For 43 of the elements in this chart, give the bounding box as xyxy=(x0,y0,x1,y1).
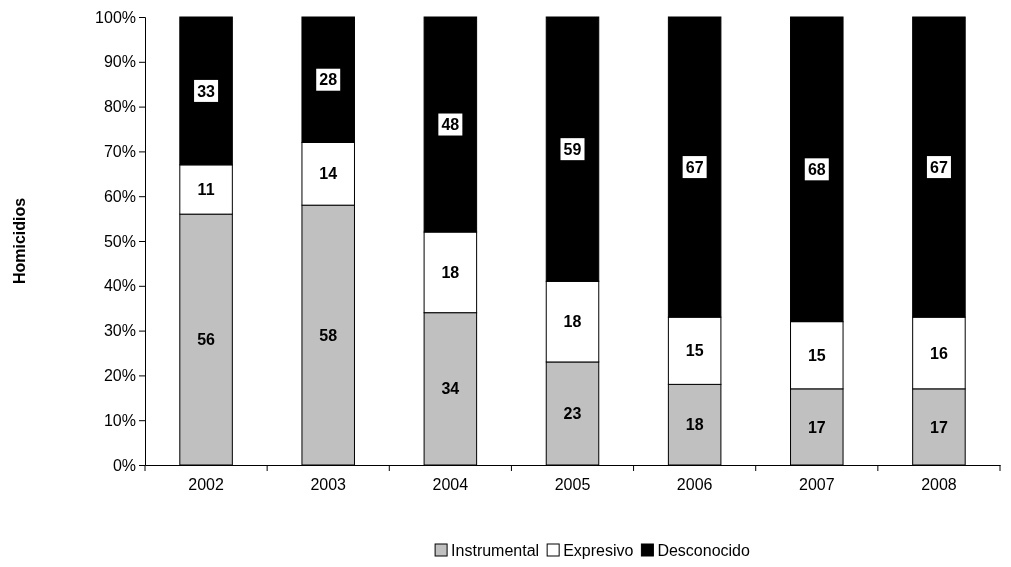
x-tick-label: 2008 xyxy=(921,476,957,494)
y-tick-label: 90% xyxy=(103,53,136,71)
data-label: 67 xyxy=(930,158,948,176)
data-label: 16 xyxy=(930,344,948,362)
data-label: 59 xyxy=(563,140,582,158)
data-label: 56 xyxy=(197,331,216,349)
y-tick-label: 10% xyxy=(103,411,136,429)
y-tick-label: 20% xyxy=(103,367,136,385)
y-tick-label: 60% xyxy=(103,187,136,205)
data-label: 15 xyxy=(807,346,826,364)
y-tick-label: 50% xyxy=(103,232,136,250)
data-label: 14 xyxy=(319,165,338,183)
data-label: 18 xyxy=(685,416,704,434)
y-tick-label: 70% xyxy=(103,143,136,161)
x-tick-label: 2005 xyxy=(554,476,591,494)
y-axis-title: Homicidios xyxy=(11,197,28,285)
data-label: 18 xyxy=(441,263,460,281)
data-label: 15 xyxy=(685,342,704,360)
legend-label: Desconocido xyxy=(657,541,750,559)
data-label: 58 xyxy=(319,326,338,344)
data-label: 17 xyxy=(807,418,826,436)
x-tick-label: 2003 xyxy=(310,476,347,494)
data-label: 68 xyxy=(807,160,826,178)
data-label: 23 xyxy=(563,405,582,423)
data-label: 18 xyxy=(563,313,582,331)
data-label: 34 xyxy=(441,380,460,398)
y-tick-label: 30% xyxy=(103,322,136,340)
y-tick-label: 0% xyxy=(112,456,136,474)
y-tick-label: 40% xyxy=(103,277,136,295)
x-tick-label: 2006 xyxy=(676,476,713,494)
data-label: 48 xyxy=(441,116,460,134)
x-tick-label: 2002 xyxy=(188,476,224,494)
x-tick-label: 2004 xyxy=(432,476,469,494)
data-label: 11 xyxy=(197,181,215,199)
legend-label: Expresivo xyxy=(563,541,634,559)
data-label: 28 xyxy=(319,71,338,89)
y-tick-label: 100% xyxy=(95,8,136,26)
data-label: 67 xyxy=(685,158,704,176)
x-tick-label: 2007 xyxy=(798,476,835,494)
y-tick-label: 80% xyxy=(103,98,136,116)
data-label: 17 xyxy=(930,418,948,436)
data-label: 33 xyxy=(197,82,216,100)
legend-label: Instrumental xyxy=(451,541,540,559)
